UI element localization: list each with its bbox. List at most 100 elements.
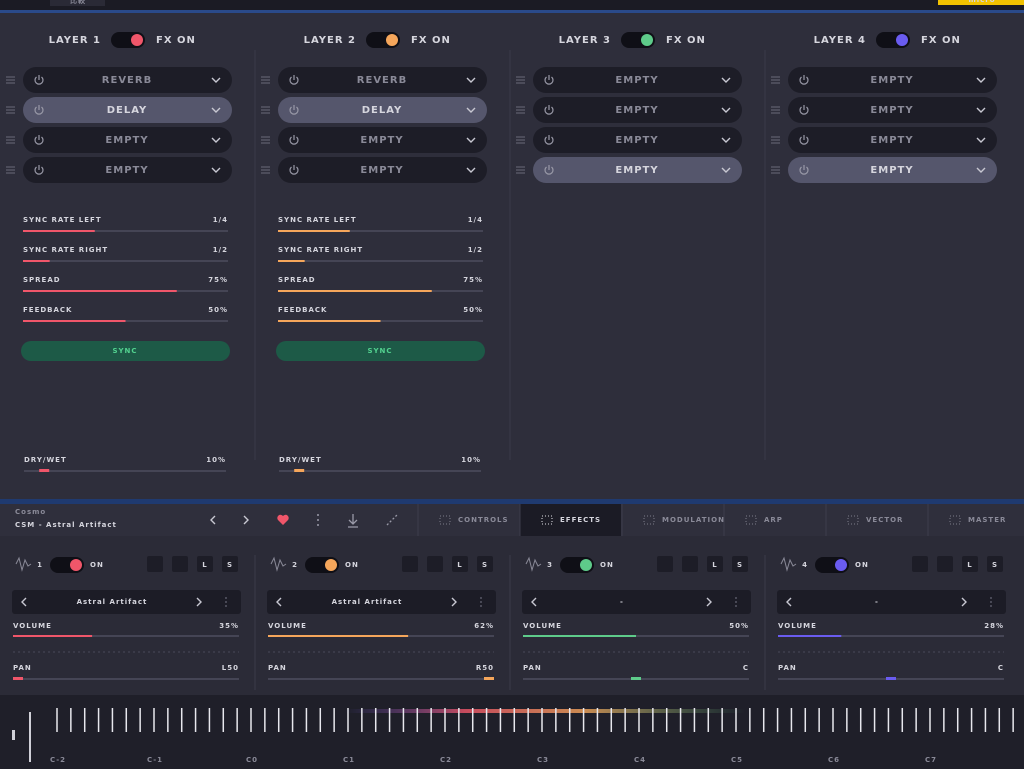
power-icon[interactable]: [544, 136, 554, 145]
chevron[interactable]: [721, 167, 731, 173]
chevron[interactable]: [706, 597, 712, 607]
toggle-button[interactable]: [732, 556, 748, 572]
menu-icon[interactable]: [735, 601, 737, 603]
favorite-icon[interactable]: [277, 514, 289, 525]
power-icon[interactable]: [799, 76, 809, 85]
chevron[interactable]: [466, 137, 476, 143]
chevron[interactable]: [721, 77, 731, 83]
chevron[interactable]: [21, 597, 27, 607]
chevron[interactable]: [976, 77, 986, 83]
power-icon[interactable]: [34, 76, 44, 85]
chevron[interactable]: [466, 107, 476, 113]
tab-label[interactable]: EFFECTS: [560, 516, 601, 524]
power-icon[interactable]: [799, 136, 809, 145]
preset-selector[interactable]: [12, 590, 241, 614]
power-icon[interactable]: [544, 106, 554, 115]
tool-button[interactable]: [937, 556, 953, 572]
tab-label[interactable]: CONTROLS: [458, 516, 509, 524]
sync-button[interactable]: [276, 341, 485, 361]
power-icon[interactable]: [799, 106, 809, 115]
download-icon[interactable]: [348, 514, 358, 528]
effect-name[interactable]: EMPTY: [615, 135, 658, 146]
power-icon[interactable]: [289, 106, 299, 115]
menu-icon[interactable]: [480, 597, 482, 599]
chevron[interactable]: [976, 107, 986, 113]
preset-selector[interactable]: [777, 590, 1006, 614]
button-label[interactable]: S: [227, 561, 233, 569]
effect-name[interactable]: EMPTY: [615, 75, 658, 86]
effect-slot[interactable]: [533, 127, 742, 153]
menu-icon[interactable]: [990, 605, 992, 607]
power-icon[interactable]: [289, 166, 299, 175]
menu-icon[interactable]: [990, 601, 992, 603]
effect-slot[interactable]: [533, 67, 742, 93]
chevron[interactable]: [243, 515, 249, 525]
menu-icon[interactable]: [735, 597, 737, 599]
effect-slot[interactable]: [278, 157, 487, 183]
menu-icon[interactable]: [480, 601, 482, 603]
tool-button[interactable]: [402, 556, 418, 572]
sync-label[interactable]: SYNC: [112, 347, 137, 355]
power-icon[interactable]: [289, 76, 299, 85]
tab-label[interactable]: ARP: [764, 516, 783, 524]
tab[interactable]: [520, 504, 621, 536]
tab-label[interactable]: MASTER: [968, 516, 1006, 524]
tab[interactable]: [724, 504, 825, 536]
button-label[interactable]: S: [737, 561, 743, 569]
effect-slot[interactable]: [533, 157, 742, 183]
button-label[interactable]: L: [457, 561, 462, 569]
menu-icon[interactable]: [317, 524, 319, 526]
tool-button[interactable]: [172, 556, 188, 572]
sync-label[interactable]: SYNC: [367, 347, 392, 355]
toggle-button[interactable]: [197, 556, 213, 572]
effect-name[interactable]: EMPTY: [615, 165, 658, 176]
preset-selector[interactable]: [522, 590, 751, 614]
layer-preset[interactable]: -: [875, 598, 879, 606]
effect-name[interactable]: EMPTY: [105, 165, 148, 176]
effect-slot[interactable]: [23, 157, 232, 183]
layer-preset[interactable]: -: [620, 598, 624, 606]
effect-name[interactable]: EMPTY: [105, 135, 148, 146]
menu-icon[interactable]: [990, 597, 992, 599]
chevron[interactable]: [976, 167, 986, 173]
toggle-button[interactable]: [707, 556, 723, 572]
button-label[interactable]: S: [482, 561, 488, 569]
effect-name[interactable]: REVERB: [102, 75, 152, 86]
chevron[interactable]: [211, 77, 221, 83]
effect-slot[interactable]: [23, 127, 232, 153]
tool-button[interactable]: [427, 556, 443, 572]
effect-slot[interactable]: [278, 97, 487, 123]
chevron[interactable]: [721, 107, 731, 113]
effect-name[interactable]: EMPTY: [870, 165, 913, 176]
power-icon[interactable]: [34, 106, 44, 115]
layer-preset[interactable]: Astral Artifact: [77, 598, 148, 606]
effect-slot[interactable]: [278, 127, 487, 153]
menu-icon[interactable]: [480, 605, 482, 607]
chevron[interactable]: [211, 137, 221, 143]
power-icon[interactable]: [799, 166, 809, 175]
power-icon[interactable]: [544, 166, 554, 175]
effect-slot[interactable]: [788, 157, 997, 183]
menu-icon[interactable]: [317, 514, 319, 516]
power-icon[interactable]: [34, 166, 44, 175]
chevron[interactable]: [211, 107, 221, 113]
effect-slot[interactable]: [23, 67, 232, 93]
menu-icon[interactable]: [317, 519, 319, 521]
menu-icon[interactable]: [225, 601, 227, 603]
menu-icon[interactable]: [225, 605, 227, 607]
toggle-button[interactable]: [987, 556, 1003, 572]
button-label[interactable]: S: [992, 561, 998, 569]
tab[interactable]: [622, 504, 723, 536]
chevron[interactable]: [531, 597, 537, 607]
chevron[interactable]: [211, 167, 221, 173]
sync-button[interactable]: [21, 341, 230, 361]
button-label[interactable]: L: [202, 561, 207, 569]
power-icon[interactable]: [289, 136, 299, 145]
effect-name[interactable]: EMPTY: [870, 75, 913, 86]
tab[interactable]: [418, 504, 519, 536]
toggle-button[interactable]: [222, 556, 238, 572]
tool-button[interactable]: [657, 556, 673, 572]
chevron[interactable]: [976, 137, 986, 143]
layer-preset[interactable]: Astral Artifact: [332, 598, 403, 606]
tool-button[interactable]: [912, 556, 928, 572]
